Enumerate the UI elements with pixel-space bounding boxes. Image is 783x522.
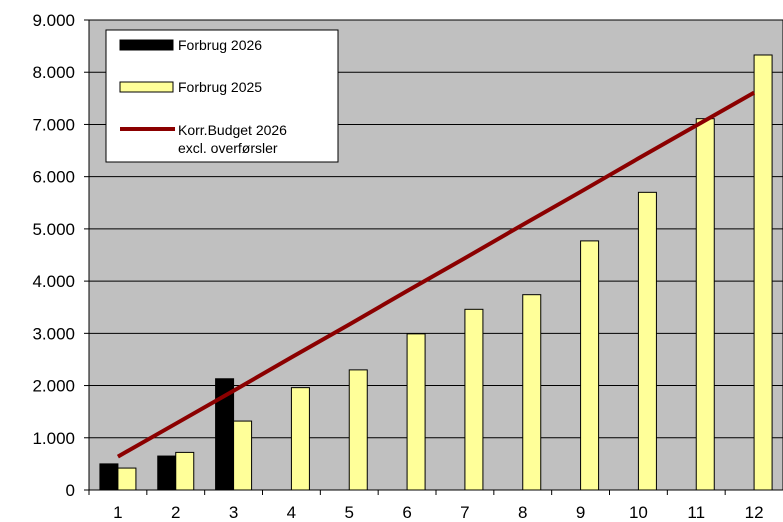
- bar-forbrug-2025: [406, 333, 426, 491]
- x-tick-label: 6: [402, 503, 411, 522]
- legend-label-budget-line1: Korr.Budget 2026: [178, 122, 287, 138]
- x-tick-label: 8: [518, 503, 527, 522]
- y-tick-label: 7.000: [32, 115, 75, 134]
- lines: [116, 90, 756, 459]
- bar-forbrug-2025: [522, 294, 542, 491]
- bar-forbrug-2025: [753, 54, 773, 491]
- y-tick-label: 0: [66, 481, 75, 500]
- x-tick-label: 1: [113, 503, 122, 522]
- bar-forbrug-2025: [175, 451, 195, 491]
- bars: [99, 54, 773, 491]
- bar-forbrug-2025: [348, 369, 368, 491]
- bar-forbrug-2025: [233, 420, 253, 491]
- legend-label-forbrug-2026: Forbrug 2026: [178, 37, 262, 53]
- legend-swatch-forbrug-2025: [119, 81, 174, 93]
- y-tick-label: 5.000: [32, 220, 75, 239]
- y-tick-label: 6.000: [32, 168, 75, 187]
- y-tick-label: 8.000: [32, 63, 75, 82]
- x-tick-label: 12: [745, 503, 764, 522]
- axes: [88, 20, 783, 491]
- legend-box: [105, 29, 339, 163]
- y-tick-label: 1.000: [32, 429, 75, 448]
- y-tick-label: 2.000: [32, 377, 75, 396]
- x-tick-label: 3: [229, 503, 238, 522]
- bar-forbrug-2025: [464, 308, 484, 491]
- bar-forbrug-2025: [290, 387, 310, 491]
- legend-swatch-forbrug-2026: [119, 39, 174, 51]
- legend-label-budget-line2: excl. overførsler: [178, 140, 278, 156]
- x-axis-ticks: 1 2 3 4 5 6 7 8 9 10 11 12: [88, 490, 764, 522]
- x-tick-label: 4: [287, 503, 296, 522]
- budget-line: [116, 90, 756, 459]
- bar-forbrug-2025: [695, 118, 715, 491]
- x-tick-label: 5: [345, 503, 354, 522]
- bar-forbrug-2026: [157, 455, 177, 491]
- legend: Forbrug 2026 Forbrug 2025 Korr.Budget 20…: [105, 29, 339, 163]
- bar-forbrug-2025: [117, 467, 137, 491]
- x-tick-label: 2: [171, 503, 180, 522]
- y-tick-label: 4.000: [32, 272, 75, 291]
- bar-forbrug-2025: [637, 191, 657, 491]
- bar-forbrug-2026: [99, 463, 119, 491]
- y-tick-label: 3.000: [32, 324, 75, 343]
- bar-forbrug-2025: [580, 240, 600, 491]
- x-tick-label: 7: [460, 503, 469, 522]
- legend-label-forbrug-2025: Forbrug 2025: [178, 79, 262, 95]
- x-tick-label: 10: [629, 503, 648, 522]
- x-tick-label: 11: [687, 503, 705, 522]
- x-tick-label: 9: [576, 503, 585, 522]
- y-axis-ticks: 0 1.000 2.000 3.000 4.000 5.000 6.000 7.000 8.00…: [32, 11, 89, 500]
- y-tick-label: 9.000: [32, 11, 75, 30]
